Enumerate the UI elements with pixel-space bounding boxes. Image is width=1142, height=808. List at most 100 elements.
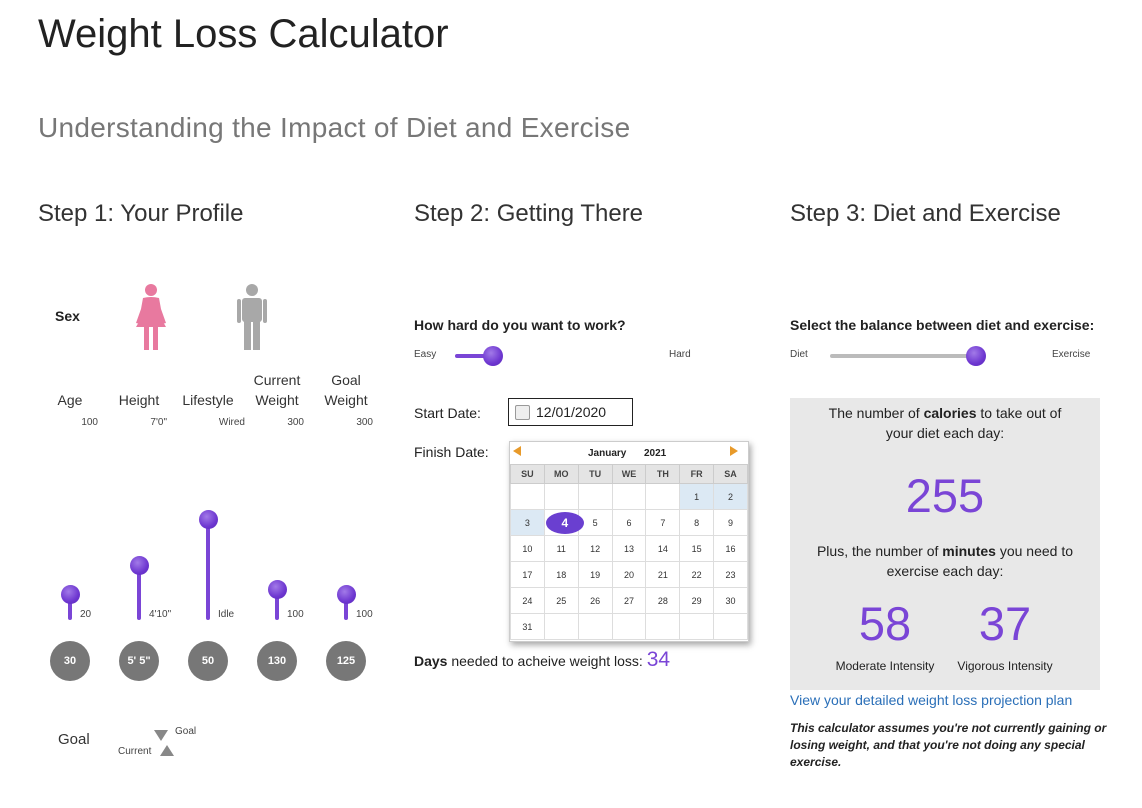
calendar-day[interactable]: 26 bbox=[577, 587, 613, 614]
minutes-pre: Plus, the number of bbox=[816, 543, 943, 559]
page-title: Weight Loss Calculator bbox=[38, 12, 449, 56]
minutes-caption: Plus, the number of minutes you need to … bbox=[790, 541, 1100, 581]
prev-month-icon[interactable] bbox=[513, 446, 521, 456]
calendar-day bbox=[611, 613, 647, 640]
calendar-day[interactable]: 4 bbox=[543, 509, 584, 536]
calendar-month: January bbox=[588, 448, 627, 459]
calendar-day[interactable]: 1 bbox=[679, 483, 715, 510]
days-bold-label: Days bbox=[414, 653, 448, 669]
calendar-day bbox=[510, 483, 545, 510]
calendar-day[interactable]: 27 bbox=[611, 587, 647, 614]
moderate-minutes-value: 58 bbox=[858, 597, 912, 650]
height-slider-handle[interactable] bbox=[130, 556, 149, 575]
calories-value: 255 bbox=[905, 469, 985, 522]
calendar-day[interactable]: 14 bbox=[645, 535, 681, 562]
effort-slider-handle[interactable] bbox=[483, 346, 503, 366]
projection-plan-link[interactable]: View your detailed weight loss projectio… bbox=[790, 692, 1073, 708]
calendar-day[interactable]: 22 bbox=[679, 561, 715, 588]
step2-heading: Step 2: Getting There bbox=[414, 200, 644, 227]
calendar-day[interactable]: 20 bbox=[611, 561, 647, 588]
calories-line2: your diet each day: bbox=[885, 425, 1005, 441]
effort-question: How hard do you want to work? bbox=[414, 317, 626, 333]
calendar-day bbox=[611, 483, 647, 510]
effort-slider-track[interactable] bbox=[455, 354, 655, 358]
balance-slider-track[interactable] bbox=[830, 354, 1030, 358]
calendar-day[interactable]: 28 bbox=[645, 587, 681, 614]
balance-question: Select the balance between diet and exer… bbox=[790, 317, 1095, 333]
calendar-header: January 2021 bbox=[510, 442, 748, 464]
lifestyle-min: Idle bbox=[218, 609, 235, 620]
height-label: Height bbox=[118, 392, 160, 408]
weekday-header: FR bbox=[679, 464, 715, 484]
goal-label: Goal bbox=[58, 731, 90, 748]
age-slider-handle[interactable] bbox=[61, 585, 80, 604]
age-max: 100 bbox=[81, 417, 98, 428]
moderate-label: Moderate Intensity bbox=[835, 659, 935, 673]
current-weight-slider-handle[interactable] bbox=[268, 580, 287, 599]
calendar-year: 2021 bbox=[644, 448, 667, 459]
calendar-day[interactable]: 25 bbox=[543, 587, 579, 614]
start-date-label: Start Date: bbox=[414, 405, 481, 421]
calendar-day bbox=[543, 613, 579, 640]
next-month-icon[interactable] bbox=[730, 446, 738, 456]
goal-weight-value: 125 bbox=[326, 641, 366, 681]
calendar-day[interactable]: 29 bbox=[679, 587, 715, 614]
calendar-day[interactable]: 7 bbox=[645, 509, 681, 536]
calendar-day bbox=[577, 613, 613, 640]
calendar-day[interactable]: 31 bbox=[510, 613, 545, 640]
calendar-day[interactable]: 19 bbox=[577, 561, 613, 588]
results-panel: The number of calories to take out of yo… bbox=[790, 398, 1100, 690]
age-min: 20 bbox=[80, 609, 92, 620]
calendar-day[interactable]: 11 bbox=[543, 535, 579, 562]
calendar-day[interactable]: 18 bbox=[543, 561, 579, 588]
calories-bold: calories bbox=[923, 405, 977, 421]
current-weight-label: Current Weight bbox=[253, 372, 301, 408]
weekday-header: MO bbox=[543, 464, 579, 484]
calendar-icon[interactable] bbox=[515, 404, 530, 420]
calendar-day[interactable]: 21 bbox=[645, 561, 681, 588]
calendar-day[interactable]: 15 bbox=[679, 535, 715, 562]
minutes-bold: minutes bbox=[942, 543, 996, 559]
date-picker-calendar: January 2021 SU MO TU WE TH FR SA 1 2 3 4 5 6 7 8 9 10 1… bbox=[509, 441, 749, 642]
age-label: Age bbox=[57, 392, 83, 408]
male-icon[interactable] bbox=[237, 283, 267, 356]
goal-weight-slider-handle[interactable] bbox=[337, 585, 356, 604]
calendar-day[interactable]: 16 bbox=[713, 535, 748, 562]
calendar-day[interactable]: 8 bbox=[679, 509, 715, 536]
legend-goal: Goal bbox=[175, 726, 197, 737]
calendar-day[interactable]: 6 bbox=[611, 509, 647, 536]
start-date-input[interactable]: 12/01/2020 bbox=[508, 398, 633, 426]
balance-slider-handle[interactable] bbox=[966, 346, 986, 366]
calendar-day[interactable]: 10 bbox=[510, 535, 545, 562]
days-value: 34 bbox=[646, 648, 671, 671]
calendar-day[interactable]: 23 bbox=[713, 561, 748, 588]
calendar-day[interactable]: 17 bbox=[510, 561, 545, 588]
selected-day[interactable]: 4 bbox=[545, 512, 584, 534]
goal-marker-icon bbox=[154, 730, 168, 741]
weekday-header: SA bbox=[713, 464, 748, 484]
current-marker-icon bbox=[160, 745, 174, 756]
female-icon[interactable] bbox=[133, 283, 169, 356]
calendar-day[interactable]: 9 bbox=[713, 509, 748, 536]
calendar-day[interactable]: 30 bbox=[713, 587, 748, 614]
disclaimer-text: This calculator assumes you're not curre… bbox=[790, 721, 1107, 769]
days-needed: Days needed to acheive weight loss: 34 bbox=[414, 648, 670, 672]
calendar-day bbox=[645, 483, 681, 510]
calendar-day[interactable]: 3 bbox=[510, 509, 545, 536]
sex-label: Sex bbox=[55, 308, 80, 324]
calendar-day[interactable]: 24 bbox=[510, 587, 545, 614]
current-weight-max: 300 bbox=[287, 417, 304, 428]
balance-exercise-label: Exercise bbox=[1052, 349, 1091, 360]
calories-caption: The number of calories to take out of yo… bbox=[790, 403, 1100, 443]
current-weight-slider-track bbox=[275, 590, 279, 620]
calendar-day bbox=[543, 483, 579, 510]
finish-date-label: Finish Date: bbox=[414, 444, 489, 460]
lifestyle-max: Wired bbox=[218, 417, 245, 428]
calendar-grid: SU MO TU WE TH FR SA 1 2 3 4 5 6 7 8 9 10 11 12 13 14 15 16 17… bbox=[510, 464, 748, 640]
calendar-day[interactable]: 2 bbox=[713, 483, 748, 510]
lifestyle-value: 50 bbox=[188, 641, 228, 681]
lifestyle-slider-handle[interactable] bbox=[199, 510, 218, 529]
calendar-day[interactable]: 13 bbox=[611, 535, 647, 562]
calendar-day[interactable]: 12 bbox=[577, 535, 613, 562]
calendar-day bbox=[713, 613, 748, 640]
